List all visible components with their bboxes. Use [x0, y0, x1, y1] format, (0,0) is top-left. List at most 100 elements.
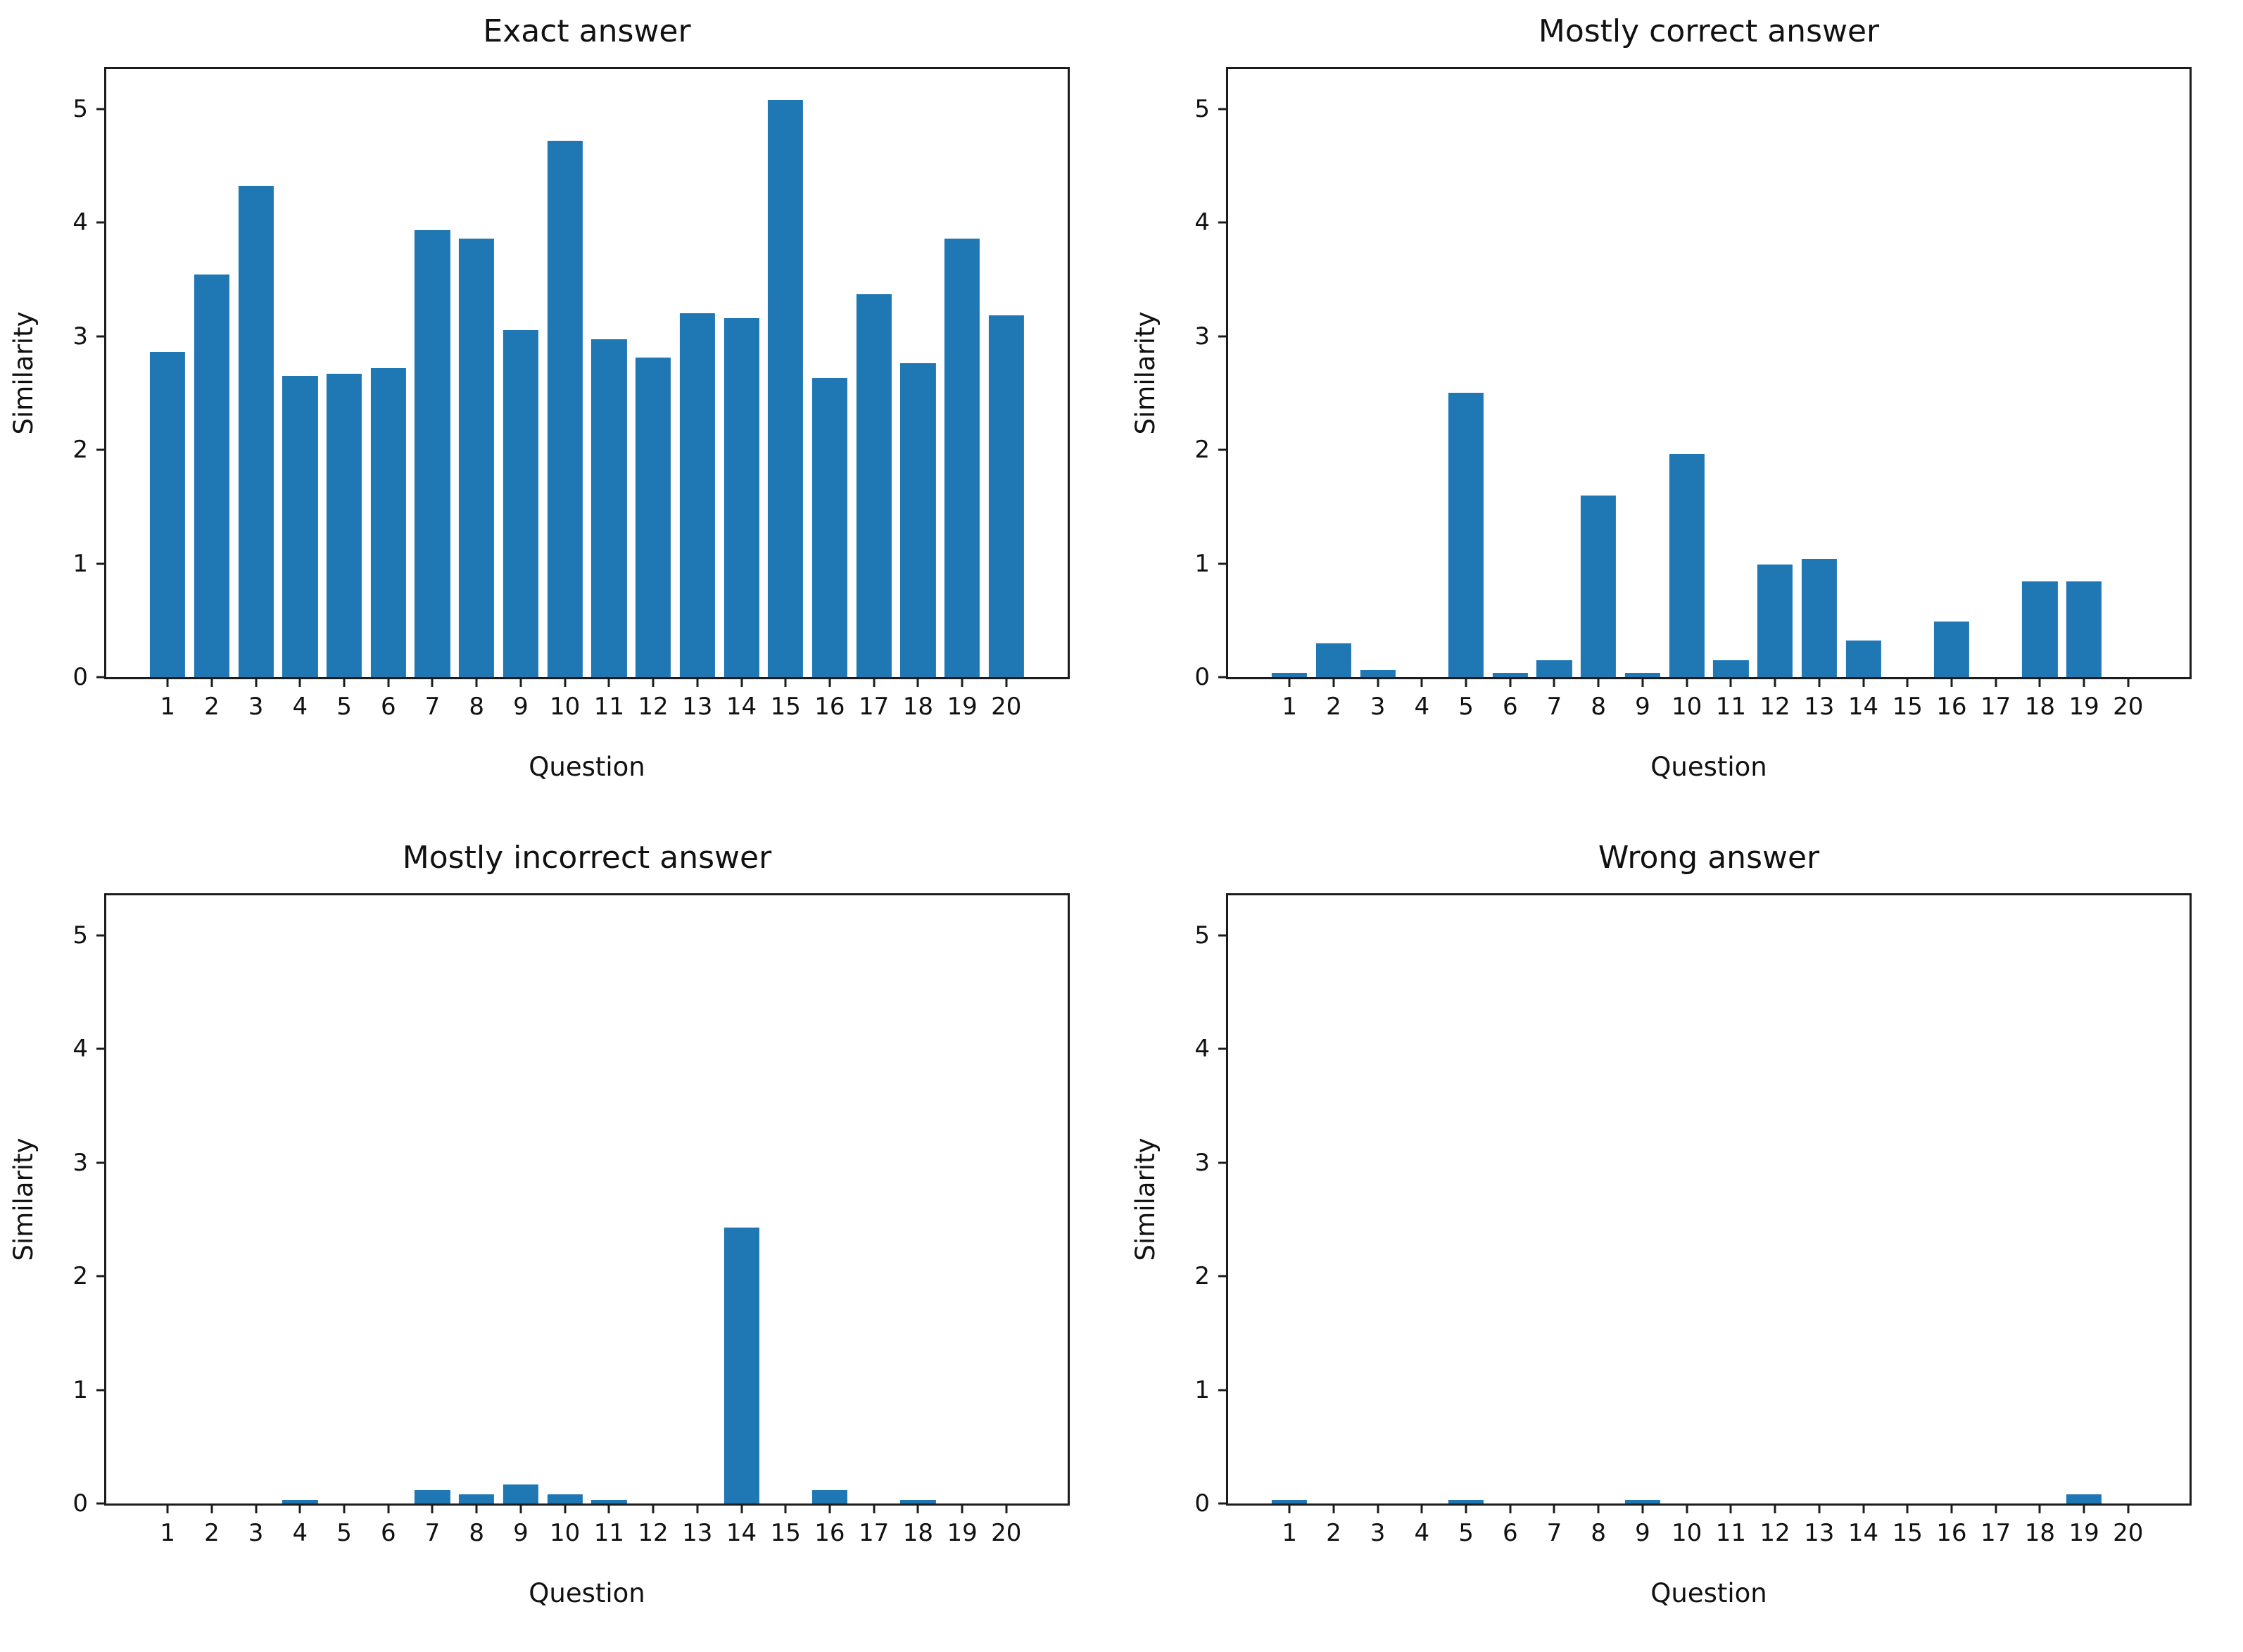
x-tick-label: 16 [814, 1519, 845, 1547]
x-tick-label: 9 [1635, 1519, 1650, 1547]
x-tick-label: 5 [1458, 1519, 1474, 1547]
bar-q3 [238, 186, 274, 677]
y-tick-label: 2 [72, 436, 88, 465]
x-tick-mark [564, 1503, 567, 1513]
plot-inner: 0 1 2 3 4 5 1 2 3 4 5 6 7 8 9 10 11 12 13 14 15 16 17 18 19 20 [72, 69, 1068, 721]
x-axis-label: Question [1650, 752, 1767, 782]
x-tick-mark [652, 1503, 655, 1513]
x-tick-label: 5 [1458, 693, 1474, 721]
plot-area: 0 1 2 3 4 5 1 2 3 4 5 6 7 8 9 10 11 12 13 14 15 16 17 18 19 20 [1194, 893, 2192, 1547]
y-tick-label: 4 [72, 208, 88, 237]
y-tick-mark [96, 1047, 106, 1050]
x-tick-mark [1818, 677, 1821, 687]
bar-q2 [194, 275, 229, 677]
bar-q3 [1360, 670, 1396, 677]
y-tick-label: 4 [1194, 1035, 1210, 1064]
y-tick-mark [96, 562, 106, 565]
bar-q2 [1315, 643, 1351, 677]
y-tick-label: 4 [1194, 208, 1210, 237]
x-tick-label: 16 [814, 693, 845, 721]
y-tick-mark [96, 335, 106, 338]
x-tick-label: 18 [902, 1519, 934, 1547]
bar-q6 [370, 367, 406, 677]
y-tick-label: 1 [72, 1375, 88, 1404]
y-tick-label: 4 [72, 1035, 88, 1064]
x-tick-label: 4 [292, 1519, 308, 1547]
x-tick-mark [1553, 677, 1555, 687]
x-tick-label: 17 [1980, 693, 2011, 721]
x-tick-label: 7 [1546, 1519, 1562, 1547]
x-tick-label: 17 [1980, 1519, 2011, 1547]
bar-q20 [988, 315, 1024, 677]
x-tick-label: 1 [1282, 1519, 1297, 1547]
x-tick-label: 10 [1672, 693, 1702, 721]
bar-q14 [724, 317, 759, 677]
bar-q12 [1757, 565, 1793, 677]
bar-q12 [635, 358, 671, 677]
x-tick-mark [519, 1503, 522, 1513]
x-tick-label: 14 [726, 1519, 757, 1547]
x-tick-label: 7 [1546, 693, 1562, 721]
x-tick-mark [652, 677, 655, 687]
x-tick-label: 6 [380, 1519, 396, 1547]
y-tick-mark [96, 1389, 106, 1392]
x-tick-label: 15 [1892, 693, 1923, 721]
y-axis-label: Similarity [1130, 311, 1161, 435]
y-tick-mark [1218, 221, 1228, 224]
y-tick-label: 1 [1194, 1375, 1210, 1404]
y-tick-label: 1 [1194, 549, 1210, 578]
x-tick-label: 20 [991, 1519, 1022, 1547]
bar-q10 [547, 140, 583, 677]
x-tick-label: 16 [1936, 693, 1967, 721]
x-tick-label: 19 [2068, 693, 2099, 721]
x-tick-mark [1597, 677, 1600, 687]
y-tick-label: 5 [72, 921, 88, 950]
x-tick-label: 15 [770, 693, 801, 721]
y-tick-mark [1218, 934, 1228, 937]
x-tick-mark [1332, 1503, 1335, 1513]
x-tick-label: 9 [513, 1519, 529, 1547]
y-tick-label: 5 [72, 94, 88, 123]
bar-q7 [415, 230, 450, 677]
x-tick-label: 13 [1804, 693, 1835, 721]
plot-inner: 0 1 2 3 4 5 1 2 3 4 5 6 7 8 9 10 11 12 13 14 15 16 17 18 19 20 [1194, 69, 2190, 721]
x-tick-label: 8 [1591, 693, 1607, 721]
bar-q11 [591, 339, 627, 677]
bar-q7 [1536, 660, 1572, 677]
y-axis-label: Similarity [8, 311, 39, 435]
x-tick-label: 18 [902, 693, 934, 721]
y-tick-mark [1218, 1275, 1228, 1278]
x-tick-mark [784, 677, 787, 687]
y-tick-label: 0 [1194, 663, 1210, 691]
x-tick-label: 10 [550, 1519, 581, 1547]
y-tick-mark [1218, 335, 1228, 338]
y-tick-label: 3 [1194, 1148, 1210, 1177]
x-tick-mark [961, 677, 963, 687]
x-tick-label: 7 [424, 693, 441, 721]
x-tick-mark [2083, 677, 2085, 687]
x-tick-mark [1641, 677, 1644, 687]
x-tick-label: 4 [292, 693, 308, 721]
bar-q13 [679, 313, 715, 677]
x-tick-mark [2127, 677, 2130, 687]
x-tick-mark [298, 1503, 301, 1513]
x-tick-mark [1465, 1503, 1467, 1513]
plot-inner: 0 1 2 3 4 5 1 2 3 4 5 6 7 8 9 10 11 12 13 14 15 16 17 18 19 20 [1194, 895, 2190, 1547]
bar-q10 [1669, 454, 1705, 677]
x-axis-label: Question [529, 1578, 645, 1608]
x-tick-label: 1 [1282, 693, 1297, 721]
x-tick-label: 3 [248, 1519, 264, 1547]
x-tick-label: 4 [1414, 693, 1430, 721]
x-tick-mark [961, 1503, 963, 1513]
x-tick-mark [1509, 1503, 1512, 1513]
x-tick-label: 3 [248, 693, 264, 721]
x-tick-label: 12 [1759, 1519, 1790, 1547]
x-tick-mark [1729, 1503, 1732, 1513]
y-tick-label: 2 [1194, 1262, 1210, 1291]
bar-q11 [1713, 660, 1749, 677]
y-tick-mark [96, 221, 106, 224]
x-tick-mark [1005, 1503, 1008, 1513]
x-tick-label: 12 [638, 693, 669, 721]
x-tick-label: 6 [380, 693, 396, 721]
